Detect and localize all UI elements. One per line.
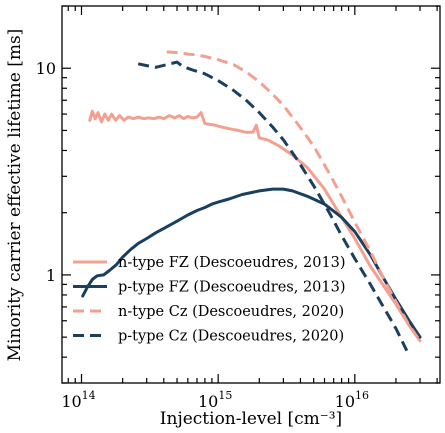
y-tick-label: 1 bbox=[46, 266, 56, 285]
plot-frame bbox=[61, 5, 441, 384]
series-line-1 bbox=[88, 109, 422, 343]
legend-label-1: n-type FZ (Descoeudres, 2013) bbox=[118, 255, 346, 271]
legend-label-3: n-type Cz (Descoeudres, 2020) bbox=[118, 304, 344, 320]
x-tick-label: 1015 bbox=[198, 389, 232, 411]
legend-label-2: p-type FZ (Descoeudres, 2013) bbox=[118, 280, 346, 296]
series-line-4 bbox=[137, 60, 409, 352]
y-axis-label: Minority carrier effective lifetime [ms] bbox=[5, 29, 25, 362]
ticks-layer: 1014 1015 1016 1 10 bbox=[36, 5, 440, 411]
series-layer bbox=[81, 50, 422, 352]
y-tick-label: 10 bbox=[36, 59, 56, 78]
legend: n-type FZ (Descoeudres, 2013) p-type FZ (… bbox=[73, 255, 346, 345]
x-tick-label: 1016 bbox=[335, 389, 369, 411]
x-axis-label: Injection-level [cm⁻³] bbox=[160, 409, 342, 429]
legend-label-4: p-type Cz (Descoeudres, 2020) bbox=[118, 329, 344, 345]
series-line-2 bbox=[81, 187, 422, 339]
x-tick-label: 1014 bbox=[61, 389, 95, 411]
